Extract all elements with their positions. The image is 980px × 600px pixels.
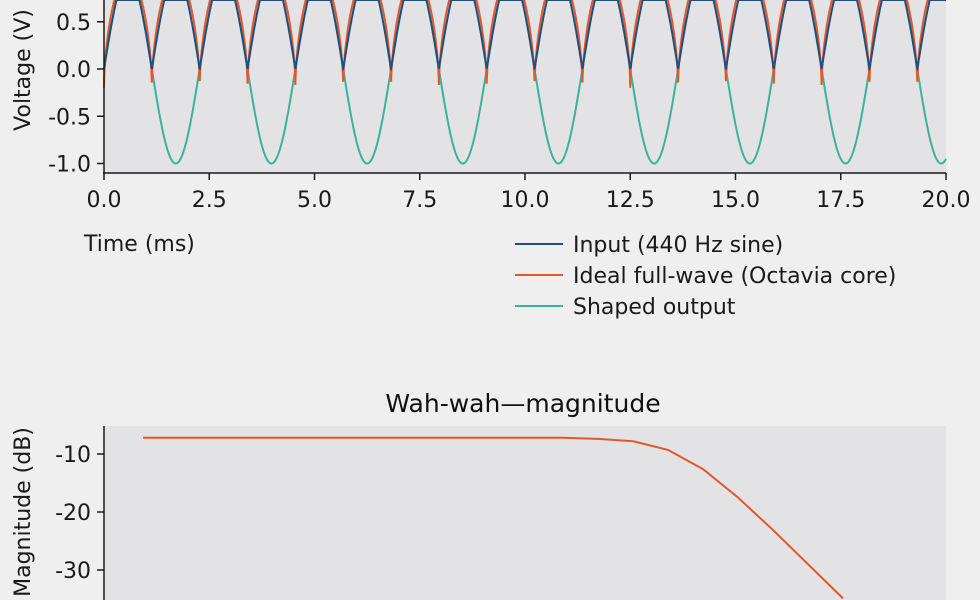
x-axis-label-time: Time (ms) bbox=[83, 232, 195, 257]
y-tick-label: -30 bbox=[55, 559, 91, 584]
chart-title-wah: Wah-wah—magnitude bbox=[385, 389, 660, 418]
x-tick-label: 20.0 bbox=[922, 188, 971, 213]
legend-label: Ideal full-wave (Octavia core) bbox=[573, 264, 896, 289]
y-axis-label-voltage: Voltage (V) bbox=[11, 9, 36, 131]
y-tick-label: 0.5 bbox=[56, 11, 91, 36]
legend: Input (440 Hz sine) Ideal full-wave (Octa… bbox=[515, 233, 896, 320]
x-tick-label: 7.5 bbox=[402, 188, 437, 213]
legend-label: Input (440 Hz sine) bbox=[573, 233, 783, 258]
voltage-series-group bbox=[103, 0, 947, 165]
x-tick-label: 10.0 bbox=[501, 188, 550, 213]
x-tick-label: 5.0 bbox=[297, 188, 332, 213]
plot-area-voltage bbox=[104, 0, 946, 173]
magnitude-line bbox=[143, 436, 844, 600]
y-tick-label: -20 bbox=[55, 501, 91, 526]
y-tick-label: -10 bbox=[55, 443, 91, 468]
y-ticks: 0.5 0.0 -0.5 -1.0 bbox=[48, 11, 104, 178]
y-tick-label: -1.0 bbox=[48, 153, 91, 178]
plot-area-magnitude bbox=[104, 426, 946, 600]
y-ticks-magnitude: -10 -20 -30 bbox=[55, 443, 104, 584]
x-tick-label: 15.0 bbox=[711, 188, 760, 213]
y-tick-label: -0.5 bbox=[48, 105, 91, 130]
x-tick-label: 12.5 bbox=[606, 188, 655, 213]
x-ticks: 0.0 2.5 5.0 7.5 10.0 12.5 15.0 17.5 20.0 bbox=[87, 173, 971, 213]
series-line-0 bbox=[103, 0, 946, 72]
y-tick-label: 0.0 bbox=[56, 58, 91, 83]
x-tick-label: 2.5 bbox=[192, 188, 227, 213]
y-axis-label-magnitude: Magnitude (dB) bbox=[11, 427, 36, 597]
legend-label: Shaped output bbox=[573, 295, 736, 320]
x-tick-label: 17.5 bbox=[816, 188, 865, 213]
series-line-1 bbox=[103, 0, 946, 88]
x-tick-label: 0.0 bbox=[87, 188, 122, 213]
